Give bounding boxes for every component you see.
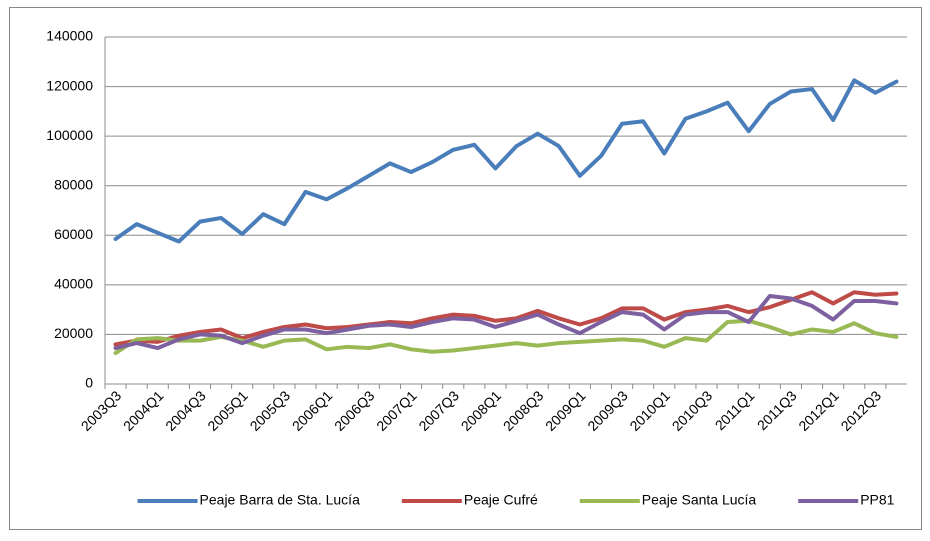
y-tick-label: 60000	[54, 226, 93, 242]
series-line	[113, 290, 899, 347]
y-tick-label: 140000	[46, 28, 93, 44]
legend-label: Peaje Barra de Sta. Lucía	[200, 492, 361, 508]
series-line	[113, 294, 899, 351]
y-tick-label: 80000	[54, 176, 93, 192]
y-tick-label: 40000	[54, 276, 93, 292]
series-line	[113, 78, 899, 244]
y-tick-label: 120000	[46, 77, 93, 93]
y-tick-label: 0	[85, 375, 93, 391]
legend-label: Peaje Santa Lucía	[642, 492, 757, 508]
legend-label: Peaje Cufré	[464, 492, 538, 508]
chart-border	[9, 7, 922, 530]
y-tick-label: 100000	[46, 127, 93, 143]
y-tick-label: 20000	[54, 325, 93, 341]
legend-label: PP81	[860, 492, 894, 508]
